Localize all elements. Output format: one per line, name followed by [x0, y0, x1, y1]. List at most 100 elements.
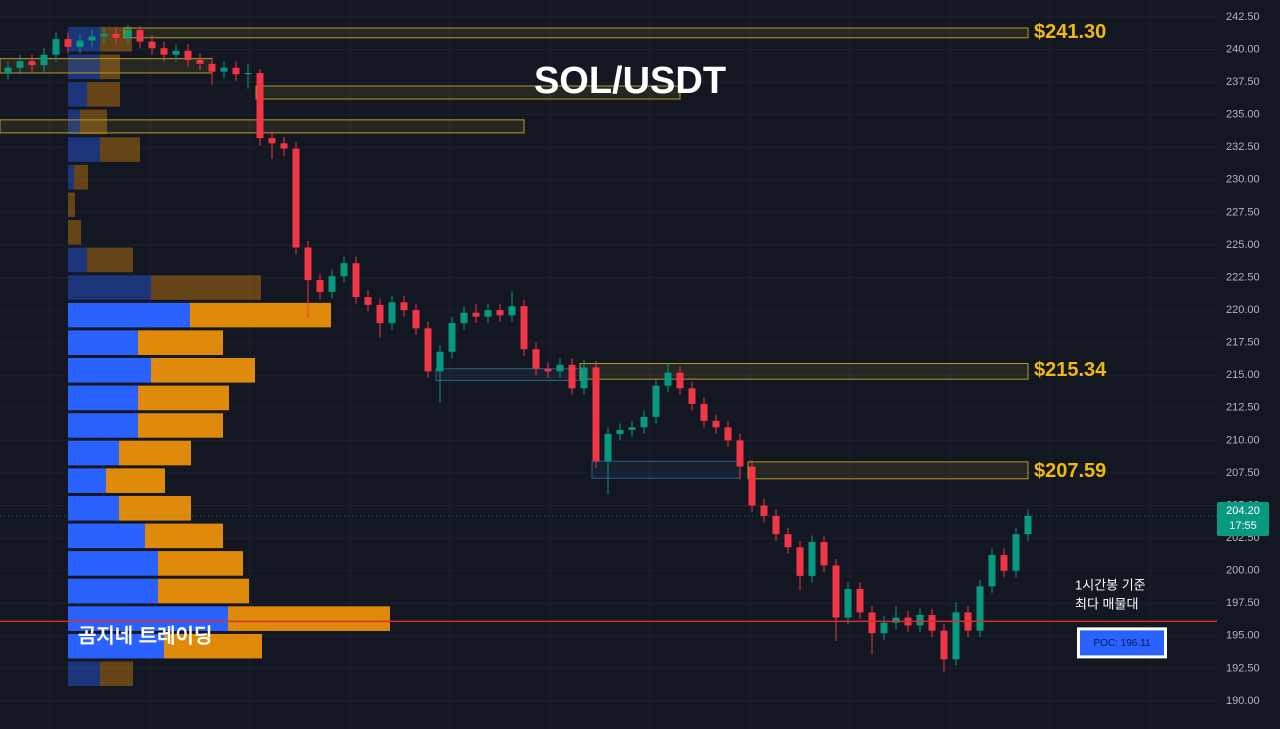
candle-body — [760, 505, 768, 516]
candle-body — [568, 364, 576, 389]
last-price-time: 17:55 — [1229, 520, 1257, 532]
candle-body — [364, 297, 372, 305]
y-tick-label: 235.00 — [1226, 109, 1260, 121]
y-tick-label: 190.00 — [1226, 695, 1260, 707]
candle-body — [268, 138, 276, 144]
candle-body — [424, 328, 432, 372]
y-tick-label: 240.00 — [1226, 43, 1260, 55]
candle-body — [784, 534, 792, 548]
y-tick-label: 227.50 — [1226, 206, 1260, 218]
poc-label: POC: 196.11 — [1093, 638, 1151, 649]
annotation: 최다 매물대 — [1075, 596, 1138, 611]
profile-buy — [68, 551, 158, 576]
candle-body — [796, 547, 804, 576]
profile-buy — [68, 633, 164, 659]
candle-body — [328, 276, 336, 292]
profile-sell — [100, 137, 140, 162]
profile-buy — [68, 413, 138, 438]
candle-body — [700, 403, 708, 421]
y-tick-label: 207.50 — [1226, 467, 1260, 479]
profile-sell — [87, 247, 133, 273]
profile-buy — [68, 164, 74, 190]
candle-body — [316, 280, 324, 292]
last-price-label: 204.20 — [1226, 505, 1260, 517]
y-tick-label: 242.50 — [1226, 11, 1260, 23]
profile-buy — [68, 137, 100, 162]
profile-sell — [138, 385, 229, 411]
candle-body — [4, 67, 12, 73]
profile-buy — [68, 109, 80, 135]
profile-buy — [68, 275, 151, 300]
profile-buy — [68, 385, 138, 411]
candle-body — [916, 614, 924, 626]
y-tick-label: 222.50 — [1226, 271, 1260, 283]
profile-buy — [68, 330, 138, 355]
candle-body — [604, 433, 612, 462]
candle-body — [748, 466, 756, 506]
candle-body — [244, 72, 252, 75]
profile-buy — [68, 247, 87, 273]
last-price-tag — [1217, 501, 1269, 536]
candle-body — [232, 67, 240, 75]
candle-body — [352, 263, 360, 298]
y-tick-label: 192.50 — [1226, 662, 1260, 674]
profile-sell — [87, 82, 120, 107]
candle-body — [496, 310, 504, 316]
y-tick-label: 195.00 — [1226, 630, 1260, 642]
candle-body — [52, 39, 60, 55]
zone-label: $215.34 — [1034, 359, 1107, 381]
candle-body — [196, 59, 204, 64]
profile-buy — [68, 661, 100, 687]
profile-sell — [119, 440, 191, 466]
profile-sell — [100, 661, 133, 687]
profile-sell — [119, 495, 191, 521]
zone — [591, 460, 741, 479]
y-tick-label: 217.50 — [1226, 337, 1260, 349]
candle-body — [652, 385, 660, 417]
profile-sell — [151, 275, 261, 300]
candle-body — [688, 388, 696, 404]
profile-sell — [106, 468, 165, 493]
candle-body — [940, 630, 948, 660]
candle-body — [64, 39, 72, 47]
profile-buy — [68, 82, 87, 107]
candle-body — [40, 54, 48, 66]
candle-body — [388, 302, 396, 324]
candle-body — [112, 33, 120, 38]
profile-buy — [68, 578, 158, 604]
candle-body — [256, 72, 264, 139]
profile-sell — [68, 220, 81, 245]
candle-body — [436, 351, 444, 372]
candle-body — [724, 427, 732, 441]
candle-body — [340, 263, 348, 277]
candle-body — [592, 367, 600, 462]
candle-body — [892, 617, 900, 623]
profile-sell — [145, 523, 223, 549]
profile-sell — [164, 633, 262, 659]
y-tick-label: 237.50 — [1226, 76, 1260, 88]
candle-body — [928, 614, 936, 631]
profile-buy — [68, 495, 119, 521]
candle-body — [1000, 555, 1008, 571]
candle-body — [640, 416, 648, 428]
candle-body — [28, 61, 36, 66]
candle-body — [100, 33, 108, 37]
candle-body — [16, 61, 24, 68]
candle-body — [844, 588, 852, 618]
profile-buy — [68, 468, 106, 493]
candle-body — [184, 50, 192, 60]
profile-sell — [68, 192, 75, 218]
poc-box — [1080, 630, 1164, 656]
candle-body — [736, 440, 744, 467]
profile-buy — [68, 440, 119, 466]
zone — [747, 461, 1029, 480]
candle-body — [136, 29, 144, 42]
price-axis — [1217, 0, 1280, 729]
candle-body — [508, 306, 516, 316]
profile-sell — [190, 302, 331, 328]
candle-body — [976, 586, 984, 631]
chart-title: SOL/USDT — [534, 60, 726, 102]
candle-body — [484, 310, 492, 317]
profile-sell — [158, 551, 243, 576]
